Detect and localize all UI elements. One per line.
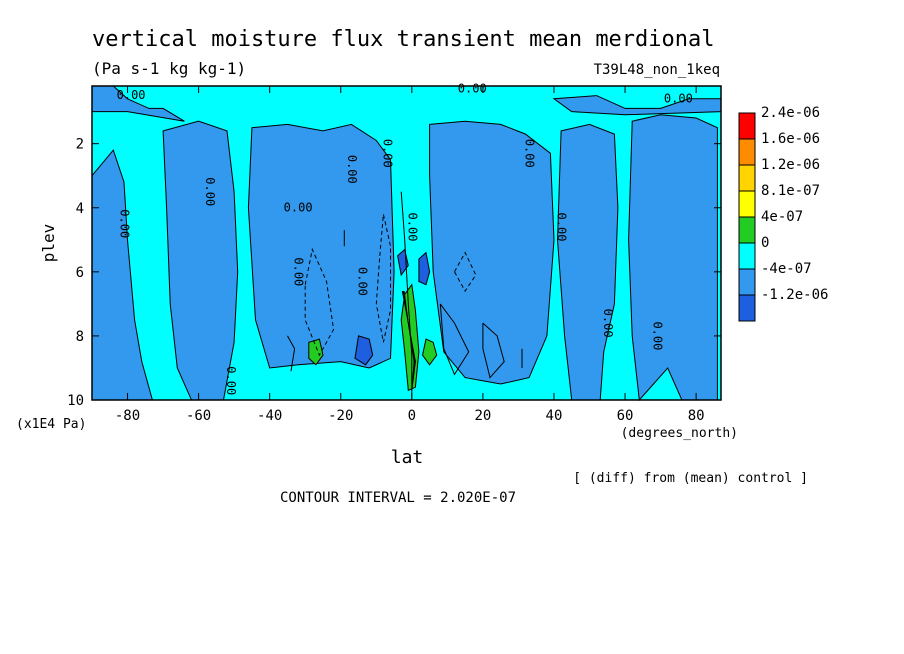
contour-region <box>421 338 438 366</box>
contour-region <box>418 251 431 286</box>
contour-line <box>454 251 477 293</box>
contour-region <box>308 338 324 366</box>
x-tick-label: 0 <box>408 408 416 424</box>
contour-line <box>439 303 470 376</box>
contour-regions <box>91 85 722 402</box>
contour-line <box>401 291 416 391</box>
contour-region <box>556 123 619 401</box>
colorbar-label: 1.6e-06 <box>761 131 820 147</box>
contour-line <box>375 214 391 343</box>
colorbar-label: -1.2e-06 <box>761 287 828 303</box>
contour-label: 0.00 <box>405 213 419 242</box>
x-axis-label: lat <box>391 447 424 468</box>
y-tick-label: 2 <box>76 137 84 153</box>
contour-line <box>482 322 505 379</box>
contour-region <box>354 335 374 366</box>
contour-region <box>628 114 718 402</box>
x-tick-label: 40 <box>546 408 563 424</box>
colorbar-label: 8.1e-07 <box>761 183 820 199</box>
contour-label: 0.00 <box>345 155 359 184</box>
y-tick-label: 6 <box>76 265 84 281</box>
contour-label: 0.00 <box>458 82 487 96</box>
contour-label: 0.00 <box>284 200 313 214</box>
colorbar-swatch <box>738 164 756 192</box>
colorbar-swatch <box>738 268 756 296</box>
x-axis: -80 -60 -40 -20 0 20 40 60 80 <box>115 86 705 424</box>
contour-label: 0.00 <box>117 209 131 238</box>
contour-lines <box>287 191 523 400</box>
x-tick-label: 20 <box>474 408 491 424</box>
contour-label: 0.00 <box>380 139 394 168</box>
colorbar: 2.4e-06 1.6e-06 1.2e-06 8.1e-07 4e-07 0 -4e-07… <box>738 105 828 322</box>
colorbar-swatch <box>738 138 756 166</box>
contour-label: 0.00 <box>224 366 238 395</box>
colorbar-label: 4e-07 <box>761 209 803 225</box>
contour-interval: CONTOUR INTERVAL = 2.020E-07 <box>280 490 516 506</box>
y-axis: 2 4 6 8 10 <box>67 137 721 409</box>
contour-region <box>91 85 185 122</box>
colorbar-label: -4e-07 <box>761 261 812 277</box>
contour-labels: 0.00 0.00 0.00 0.00 0.00 0.00 0.00 0.00 0.00 0.00… <box>117 82 693 396</box>
chart-title: vertical moisture flux transient mean me… <box>92 27 715 52</box>
chart-units: (Pa s-1 kg kg-1) <box>92 59 246 78</box>
y-axis-label: plev <box>39 224 58 263</box>
plot-frame <box>91 85 722 401</box>
contour-line <box>400 191 413 400</box>
contour-region <box>552 95 722 116</box>
contour-label: 0.00 <box>601 309 615 338</box>
colorbar-swatch <box>738 242 756 270</box>
colorbar-swatch <box>738 216 756 244</box>
colorbar-swatch <box>738 112 756 140</box>
contour-label: 0.00 <box>555 213 569 242</box>
diff-note: [ (diff) from (mean) control ] <box>573 471 808 486</box>
x-axis-units: (degrees_north) <box>621 426 738 441</box>
x-tick-label: 60 <box>617 408 634 424</box>
x-tick-label: -80 <box>115 408 140 424</box>
y-tick-label: 8 <box>76 329 84 345</box>
contour-label: 0.00 <box>203 177 217 206</box>
contour-label: 0.00 <box>292 257 306 286</box>
contour-label: 0.00 <box>356 267 370 296</box>
y-axis-units: (x1E4 Pa) <box>16 417 86 432</box>
contour-line <box>287 335 296 372</box>
contour-label: 0.00 <box>651 321 665 350</box>
contour-label: 0.00 <box>523 139 537 168</box>
colorbar-swatch <box>738 294 756 322</box>
colorbar-label: 0 <box>761 235 769 251</box>
contour-region <box>429 120 555 385</box>
x-tick-label: -40 <box>257 408 282 424</box>
x-tick-label: -20 <box>328 408 353 424</box>
plot-area: 0.00 0.00 0.00 0.00 0.00 0.00 0.00 0.00 0.00 0.00… <box>67 82 722 424</box>
colorbar-label: 1.2e-06 <box>761 157 820 173</box>
x-tick-label: 80 <box>688 408 705 424</box>
x-tick-label: -60 <box>186 408 211 424</box>
contour-label: 0.00 <box>117 88 146 102</box>
contour-line <box>304 247 335 357</box>
contour-region <box>162 120 239 401</box>
run-label: T39L48_non_1keq <box>594 62 720 78</box>
colorbar-label: 2.4e-06 <box>761 105 820 121</box>
contour-label: 0.00 <box>664 91 693 105</box>
contour-region <box>247 123 395 369</box>
y-tick-label: 10 <box>67 393 84 409</box>
colorbar-swatch <box>738 190 756 218</box>
y-tick-label: 4 <box>76 201 84 217</box>
